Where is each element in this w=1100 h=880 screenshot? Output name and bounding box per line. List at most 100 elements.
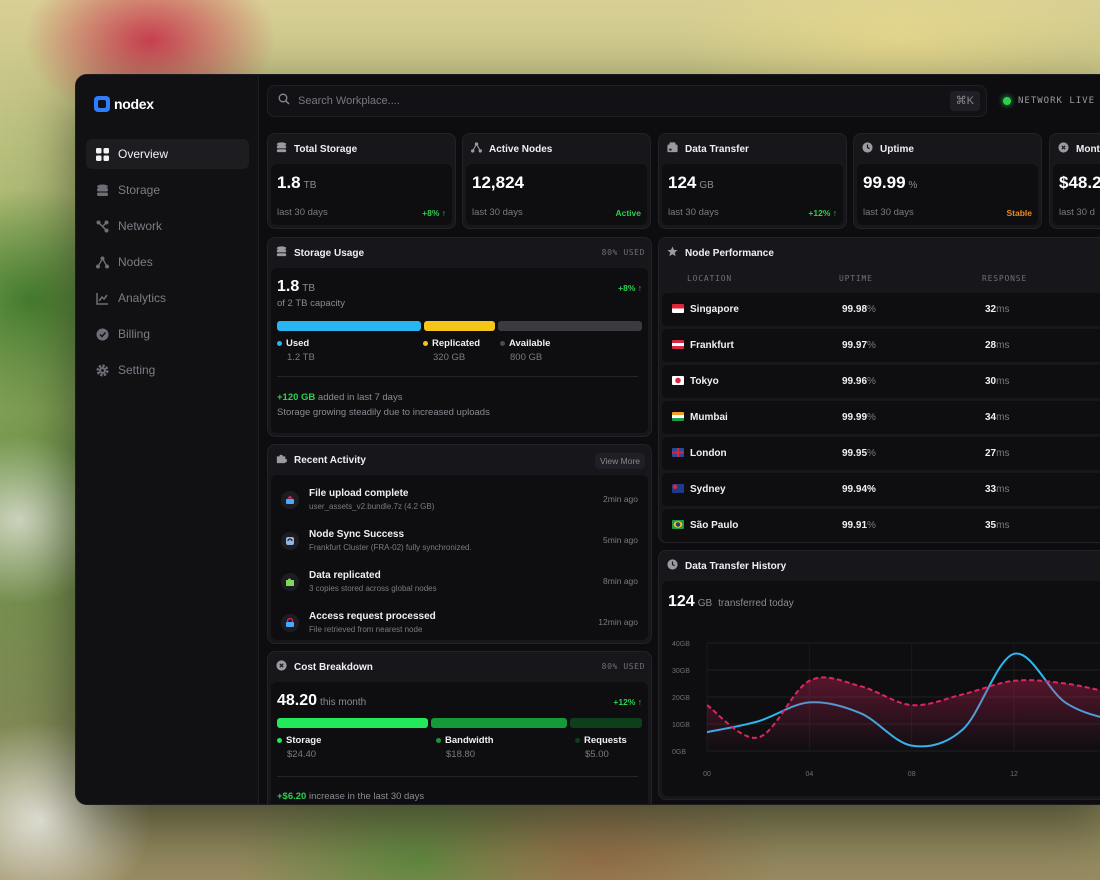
network-status-label: NETWORK LIVE (1018, 96, 1096, 106)
stat-number: 1.8 (277, 278, 300, 295)
app-name: nodex (114, 96, 154, 112)
stat-status-badge: Stable (1006, 208, 1032, 218)
sidebar-item-analytics[interactable]: Analytics (86, 283, 249, 313)
activity-time: 5min ago (603, 535, 638, 545)
card-header: Total Storage (268, 134, 455, 164)
stat-card-data-transfer[interactable]: Data Transfer 124 GB last 30 days +12% ↑ (658, 133, 847, 229)
divider (277, 376, 638, 377)
flag-gb-icon (672, 448, 684, 457)
response-value: 35 (985, 520, 997, 531)
sidebar-item-overview[interactable]: Overview (86, 139, 249, 169)
card-header: Node Performance (659, 238, 1100, 268)
close-circle-icon (1058, 142, 1069, 156)
search-box[interactable]: ⌘K (267, 85, 987, 117)
cost-change-text: increase in the last 30 days (306, 791, 425, 802)
card-title: Data Transfer History (685, 560, 787, 572)
network-icon (96, 220, 109, 233)
stat-card-uptime[interactable]: Uptime 99.99% last 30 days Stable (853, 133, 1042, 229)
sidebar-item-label: Network (118, 219, 163, 233)
response-unit: ms (996, 376, 1010, 387)
card-body: 12,824 last 30 days Active (466, 164, 647, 225)
activity-title: Node Sync Success (309, 529, 405, 540)
table-row[interactable]: London 99.95% 27ms (662, 437, 1100, 470)
storage-used-value: 1.8 TB (277, 278, 315, 296)
puzzle-icon (276, 453, 287, 467)
legend-amount: $18.80 (446, 749, 476, 760)
activity-item[interactable]: Node Sync Success Frankfurt Cluster (FRA… (277, 526, 642, 560)
card-header: Mont (1050, 134, 1100, 164)
cell-uptime: 99.99% (842, 412, 876, 423)
stat-card-total-storage[interactable]: Total Storage 1.8 TB last 30 days +8% ↑ (267, 133, 456, 229)
storage-usage-card: Storage Usage 80% USED 1.8 TB of 2 TB cap… (267, 237, 652, 437)
flag-sg-icon (672, 304, 684, 313)
stat-status-badge: Active (615, 208, 641, 218)
table-row[interactable]: Singapore 99.98% 32ms (662, 293, 1100, 326)
cell-location: Mumbai (690, 412, 728, 423)
card-body: 99.99% last 30 days Stable (857, 164, 1038, 225)
stat-value: 124 GB (668, 173, 714, 193)
logo[interactable]: nodex (94, 96, 154, 112)
activity-time: 2min ago (603, 494, 638, 504)
uptime-value: 99.96 (842, 376, 868, 387)
table-row[interactable]: Sydney 99.94% 33ms (662, 473, 1100, 506)
activity-title: Access request processed (309, 611, 436, 622)
stat-card-monthly-cost[interactable]: Mont $48.2 last 30 d (1049, 133, 1100, 229)
response-value: 34 (985, 412, 997, 423)
view-more-button[interactable]: View More (595, 453, 645, 469)
storage-change-badge: +8% ↑ (618, 283, 642, 293)
sidebar-item-storage[interactable]: Storage (86, 175, 249, 205)
response-unit: ms (996, 484, 1010, 495)
usage-segment-replicated (423, 321, 496, 331)
y-tick-label: 0GB (672, 749, 686, 756)
divider (277, 776, 638, 777)
response-value: 32 (985, 304, 997, 315)
sidebar-item-network[interactable]: Network (86, 211, 249, 241)
cell-response: 30ms (985, 376, 1009, 387)
legend-amount: $24.40 (287, 749, 317, 760)
stat-card-active-nodes[interactable]: Active Nodes 12,824 last 30 days Active (462, 133, 651, 229)
sidebar-item-billing[interactable]: Billing (86, 319, 249, 349)
response-unit: ms (996, 340, 1010, 351)
table-row[interactable]: São Paulo 99.91% 35ms (662, 509, 1100, 542)
table-row[interactable]: Tokyo 99.96% 30ms (662, 365, 1100, 398)
stat-number: 99.99 (863, 173, 906, 192)
sidebar-item-label: Overview (118, 147, 169, 161)
node-performance-card: Node Performance LOCATION UPTIME RESPONS… (658, 237, 1100, 543)
clock-icon (862, 142, 873, 156)
activity-item[interactable]: Access request processed File retrieved … (277, 608, 642, 642)
legend-amount: 320 GB (433, 352, 466, 363)
legend-replicated: Replicated 320 GB (423, 338, 480, 363)
close-circle-icon (276, 660, 287, 674)
stat-number: 1.8 (277, 173, 301, 192)
activity-desc: user_assets_v2.bundle.7z (4.2 GB) (309, 502, 435, 511)
legend-label: Available (500, 338, 550, 349)
activity-item[interactable]: Data replicated 3 copies stored across g… (277, 567, 642, 601)
card-body: 1.8 TB of 2 TB capacity +8% ↑ Used 1.2 TB… (271, 268, 648, 433)
series-line-1 (706, 676, 1100, 739)
card-title: Uptime (880, 143, 914, 155)
series-area (707, 677, 1100, 751)
topbar: ⌘K NETWORK LIVE (267, 85, 1100, 117)
uptime-unit: % (867, 376, 876, 387)
legend-label: Bandwidth (436, 735, 494, 746)
cell-uptime: 99.98% (842, 304, 876, 315)
legend-requests: Requests $5.00 (575, 735, 627, 760)
uptime-unit: % (867, 520, 876, 531)
drive-icon (667, 142, 678, 156)
sidebar-item-nodes[interactable]: Nodes (86, 247, 249, 277)
y-tick-label: 10GB (672, 722, 690, 729)
sidebar-item-setting[interactable]: Setting (86, 355, 249, 385)
legend-dot-icon (500, 341, 505, 346)
legend-storage: Storage $24.40 (277, 735, 321, 760)
table-row[interactable]: Frankfurt 99.97% 28ms (662, 329, 1100, 362)
table-row[interactable]: Mumbai 99.99% 34ms (662, 401, 1100, 434)
cell-location: Tokyo (690, 376, 719, 387)
cell-response: 35ms (985, 520, 1009, 531)
sidebar: nodex Overview Storage Network (76, 75, 259, 804)
legend-used: Used 1.2 TB (277, 338, 315, 363)
cost-period: this month (320, 697, 367, 708)
uptime-value: 99.95 (842, 448, 868, 459)
activity-item[interactable]: File upload complete user_assets_v2.bund… (277, 485, 642, 519)
cost-breakdown-bar (277, 718, 642, 728)
search-input[interactable] (298, 95, 898, 107)
